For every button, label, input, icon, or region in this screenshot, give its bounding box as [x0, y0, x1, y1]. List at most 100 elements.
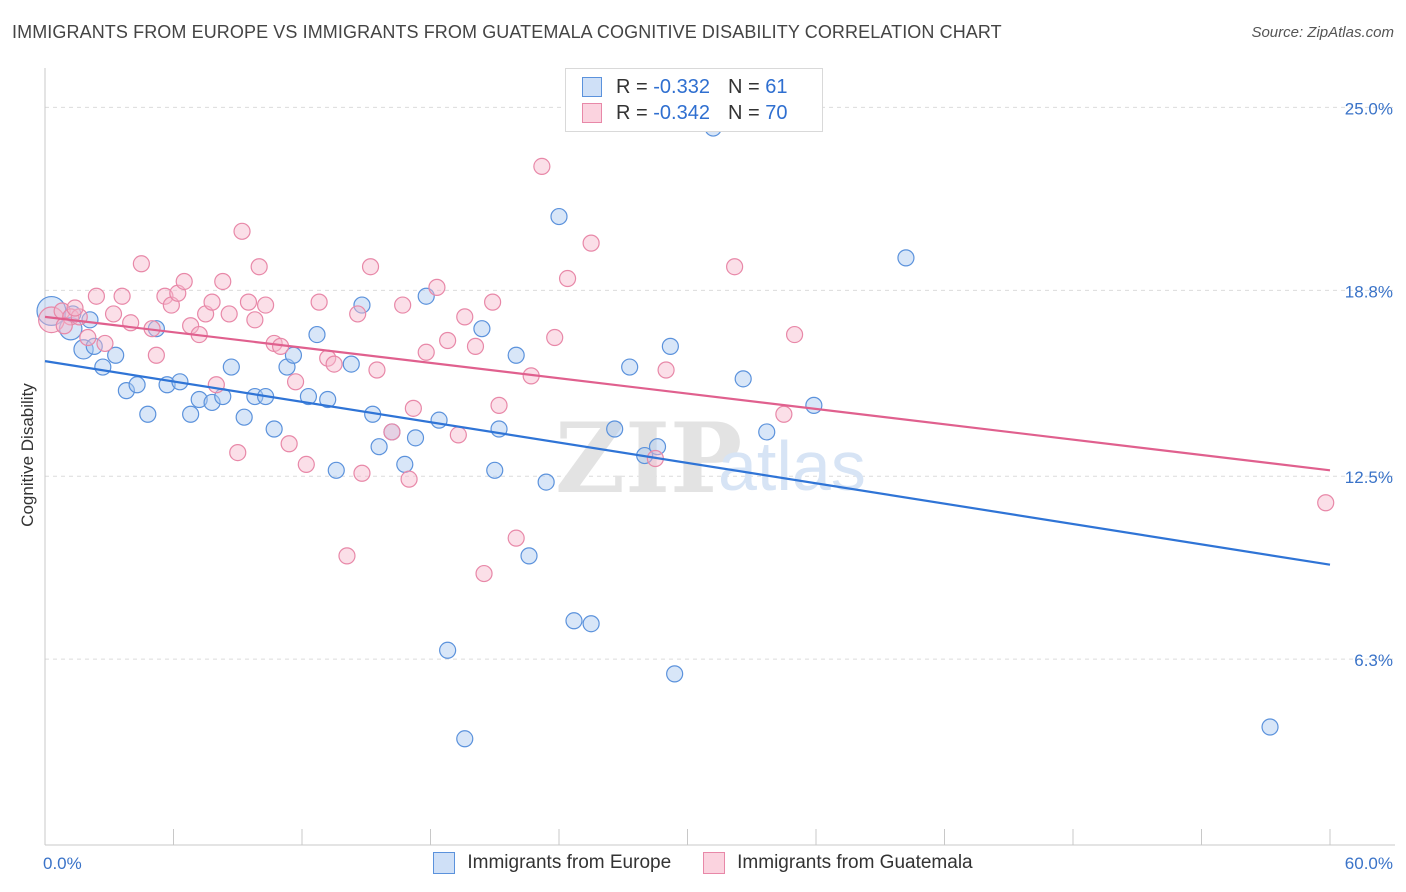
- legend-row-guatemala: R = -0.342 N = 70: [582, 101, 787, 125]
- point-europe: [396, 455, 414, 474]
- legend-n-label: N =: [727, 101, 760, 124]
- legend-r-label: R =: [616, 75, 648, 98]
- point-guatemala: [87, 287, 106, 305]
- point-europe: [734, 370, 752, 388]
- point-guatemala: [368, 361, 386, 379]
- point-guatemala: [775, 405, 793, 423]
- point-europe: [370, 438, 388, 456]
- point-europe: [537, 473, 555, 491]
- point-europe: [406, 429, 425, 447]
- watermark-atlas: atlas: [718, 427, 866, 505]
- point-europe: [606, 420, 624, 438]
- point-europe: [486, 461, 504, 479]
- point-guatemala: [394, 296, 412, 314]
- point-europe: [897, 249, 915, 267]
- point-europe: [661, 337, 679, 355]
- legend-swatch-europe: [582, 77, 602, 97]
- point-europe: [128, 376, 146, 394]
- point-europe: [353, 296, 371, 314]
- point-europe: [107, 346, 125, 364]
- chart-title: IMMIGRANTS FROM EUROPE VS IMMIGRANTS FRO…: [12, 22, 1002, 42]
- point-europe: [342, 355, 360, 373]
- legend-n-value-guatemala: 70: [765, 101, 788, 124]
- point-guatemala: [546, 328, 564, 347]
- point-europe: [308, 325, 326, 344]
- source-credit: Source: ZipAtlas.com: [1251, 24, 1394, 41]
- point-guatemala: [207, 376, 225, 394]
- point-guatemala: [310, 293, 328, 311]
- x-tick-label-min: 0.0%: [43, 854, 82, 873]
- point-guatemala: [533, 157, 551, 176]
- point-guatemala: [466, 337, 485, 355]
- series-swatch-guatemala: [703, 852, 726, 874]
- point-europe: [1261, 718, 1279, 736]
- point-europe: [805, 396, 823, 414]
- point-europe: [507, 346, 525, 364]
- point-europe: [139, 405, 157, 423]
- y-tick-label: 12.5%: [1345, 468, 1393, 487]
- point-guatemala: [66, 299, 84, 317]
- legend-swatch-guatemala: [582, 103, 602, 123]
- point-guatemala: [233, 222, 251, 240]
- point-guatemala: [214, 272, 232, 291]
- point-europe: [439, 641, 457, 659]
- series-label-guatemala: Immigrants from Guatemala: [737, 852, 973, 873]
- point-europe: [182, 405, 200, 423]
- x-tick-label-max: 60.0%: [1345, 854, 1393, 873]
- point-guatemala: [349, 305, 367, 323]
- y-axis-label: Cognitive Disability: [18, 383, 37, 527]
- point-guatemala: [96, 334, 114, 353]
- y-tick-label: 6.3%: [1354, 651, 1393, 670]
- point-guatemala: [785, 325, 804, 344]
- point-europe: [550, 207, 568, 226]
- point-guatemala: [239, 293, 258, 311]
- point-guatemala: [417, 343, 435, 361]
- point-europe: [666, 665, 684, 683]
- point-guatemala: [55, 317, 73, 335]
- point-guatemala: [428, 278, 446, 296]
- point-europe: [565, 612, 583, 630]
- series-legend-europe[interactable]: Immigrants from Europe: [433, 852, 671, 874]
- point-guatemala: [361, 258, 380, 276]
- point-guatemala: [280, 435, 298, 453]
- point-guatemala: [383, 423, 401, 441]
- point-europe: [190, 390, 208, 409]
- point-europe: [265, 420, 283, 438]
- point-guatemala: [558, 269, 577, 288]
- point-europe: [319, 390, 337, 409]
- point-europe: [203, 393, 221, 412]
- series-legend-guatemala[interactable]: Immigrants from Guatemala: [703, 852, 973, 874]
- point-guatemala: [286, 373, 305, 391]
- point-guatemala: [297, 455, 315, 474]
- point-guatemala: [338, 547, 356, 565]
- point-guatemala: [250, 258, 268, 276]
- point-guatemala: [229, 443, 247, 462]
- point-guatemala: [79, 328, 97, 347]
- trend-line-guatemala: [44, 315, 1331, 472]
- point-europe: [73, 339, 94, 360]
- point-guatemala: [104, 305, 123, 323]
- watermark-zip: ZIP: [555, 402, 742, 515]
- point-guatemala: [156, 287, 174, 305]
- point-europe: [327, 461, 345, 479]
- point-europe: [235, 408, 253, 426]
- point-europe: [473, 320, 491, 338]
- point-guatemala: [353, 464, 371, 482]
- point-guatemala: [582, 234, 600, 252]
- point-guatemala: [1317, 494, 1335, 512]
- point-guatemala: [726, 258, 744, 276]
- point-guatemala: [203, 293, 221, 311]
- point-europe: [299, 387, 318, 406]
- legend-r-value-europe: -0.332: [653, 75, 710, 98]
- point-europe: [582, 615, 600, 633]
- point-guatemala: [325, 355, 343, 373]
- point-guatemala: [400, 470, 418, 488]
- point-guatemala: [439, 331, 457, 350]
- legend-r-value-guatemala: -0.342: [653, 101, 710, 124]
- point-europe: [520, 547, 538, 565]
- legend-n-value-europe: 61: [765, 75, 788, 98]
- point-europe: [85, 337, 103, 355]
- point-guatemala: [657, 361, 675, 379]
- point-europe: [430, 411, 448, 429]
